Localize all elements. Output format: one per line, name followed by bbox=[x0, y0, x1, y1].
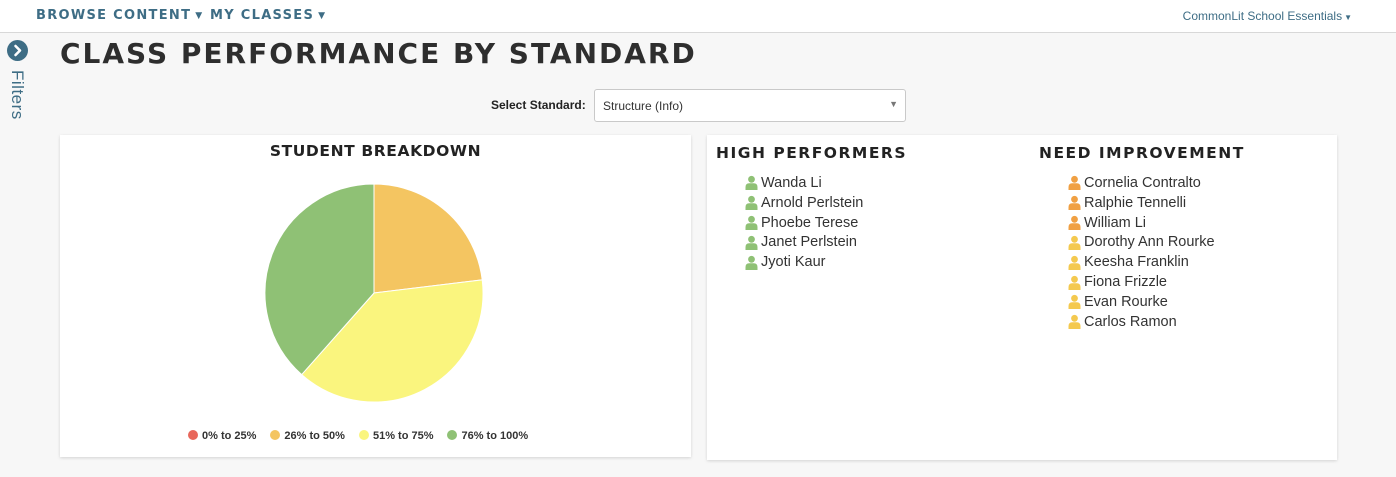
student-list-item[interactable]: Phoebe Terese bbox=[744, 213, 863, 233]
legend-item[interactable]: 0% to 25% bbox=[188, 430, 256, 442]
select-standard-label: Select Standard: bbox=[491, 98, 586, 112]
legend-dot-icon bbox=[270, 430, 281, 440]
student-list-item[interactable]: Arnold Perlstein bbox=[744, 193, 863, 213]
high-performers-title: HIGH PERFORMERS bbox=[716, 144, 908, 162]
user-icon bbox=[745, 176, 758, 191]
legend-item[interactable]: 51% to 75% bbox=[358, 430, 434, 442]
student-name: Ralphie Tennelli bbox=[1084, 194, 1187, 211]
student-name: Keesha Franklin bbox=[1084, 254, 1189, 271]
chart-legend: 0% to 25% 26% to 50% 51% to 75% 76% to 100% bbox=[188, 426, 542, 442]
need-improvement-list: Cornelia Contralto Ralphie Tennelli Willia… bbox=[1067, 173, 1215, 332]
user-icon bbox=[745, 235, 758, 250]
caret-down-icon: ▼ bbox=[195, 11, 204, 21]
browse-content-label: BROWSE CONTENT bbox=[36, 8, 192, 23]
user-icon bbox=[1068, 196, 1081, 211]
user-icon bbox=[745, 196, 758, 211]
user-icon bbox=[1068, 235, 1081, 250]
legend-label: 0% to 25% bbox=[202, 430, 257, 442]
chart-title: STUDENT BREAKDOWN bbox=[269, 142, 482, 160]
student-list-item[interactable]: Janet Perlstein bbox=[744, 233, 863, 253]
student-name: Dorothy Ann Rourke bbox=[1084, 234, 1215, 251]
pie-slice-1[interactable] bbox=[373, 183, 483, 294]
student-name: Arnold Perlstein bbox=[761, 194, 864, 211]
student-name: Cornelia Contralto bbox=[1084, 174, 1201, 191]
student-breakdown-card: STUDENT BREAKDOWN 0% to 25% 26% to 50% 51%… bbox=[60, 135, 691, 457]
filters-expand-button[interactable] bbox=[7, 40, 28, 61]
browse-content-menu[interactable]: BROWSE CONTENT ▼ bbox=[36, 8, 203, 23]
student-list-item[interactable]: Ralphie Tennelli bbox=[1067, 193, 1215, 213]
student-list-item[interactable]: Dorothy Ann Rourke bbox=[1067, 233, 1215, 253]
legend-label: 26% to 50% bbox=[284, 430, 345, 442]
student-name: Evan Rourke bbox=[1084, 293, 1168, 310]
legend-dot-icon bbox=[188, 430, 198, 440]
top-navigation-bar: BROWSE CONTENT ▼ MY CLASSES ▼ CommonLit Sc… bbox=[0, 0, 1396, 33]
high-performers-list: Wanda Li Arnold Perlstein Phoebe Terese Jan… bbox=[744, 173, 863, 272]
pie-slice-3[interactable] bbox=[264, 183, 375, 376]
standard-select[interactable]: Structure (Info) ▼ bbox=[594, 89, 906, 122]
need-improvement-title: NEED IMPROVEMENT bbox=[1039, 144, 1245, 162]
student-list-item[interactable]: Carlos Ramon bbox=[1067, 312, 1215, 332]
my-classes-menu[interactable]: MY CLASSES ▼ bbox=[210, 8, 326, 23]
student-breakdown-pie-chart bbox=[264, 183, 484, 403]
legend-label: 76% to 100% bbox=[461, 430, 529, 442]
student-name: Phoebe Terese bbox=[761, 214, 859, 231]
performers-card: HIGH PERFORMERS Wanda Li Arnold Perlstein… bbox=[707, 135, 1337, 460]
student-name: Janet Perlstein bbox=[761, 234, 857, 251]
student-name: Wanda Li bbox=[761, 174, 822, 191]
user-icon bbox=[1068, 275, 1081, 290]
student-name: Jyoti Kaur bbox=[761, 254, 826, 271]
user-icon bbox=[1068, 216, 1081, 231]
page-title: CLASS PERFORMANCE BY STANDARD bbox=[60, 37, 697, 70]
student-name: Carlos Ramon bbox=[1084, 313, 1177, 330]
student-list-item[interactable]: Cornelia Contralto bbox=[1067, 173, 1215, 193]
caret-down-icon: ▼ bbox=[889, 99, 898, 109]
pie-slice-2[interactable] bbox=[301, 279, 484, 403]
legend-dot-icon bbox=[358, 430, 369, 440]
legend-dot-icon bbox=[447, 430, 458, 440]
student-list-item[interactable]: Evan Rourke bbox=[1067, 292, 1215, 312]
user-icon bbox=[1068, 255, 1081, 270]
student-list-item[interactable]: Keesha Franklin bbox=[1067, 252, 1215, 272]
legend-item[interactable]: 26% to 50% bbox=[270, 430, 345, 442]
legend-label: 51% to 75% bbox=[372, 430, 434, 442]
filters-label: Filters bbox=[8, 70, 27, 120]
student-list-item[interactable]: Jyoti Kaur bbox=[744, 252, 863, 272]
student-name: William Li bbox=[1084, 214, 1147, 231]
caret-down-icon: ▼ bbox=[318, 11, 327, 21]
account-menu[interactable]: CommonLit School Essentials ▼ bbox=[1183, 9, 1352, 23]
student-list-item[interactable]: William Li bbox=[1067, 213, 1215, 233]
user-icon bbox=[1068, 295, 1081, 310]
filters-tab[interactable]: Filters bbox=[5, 70, 29, 122]
user-icon bbox=[745, 255, 758, 270]
user-icon bbox=[1068, 315, 1081, 330]
student-list-item[interactable]: Fiona Frizzle bbox=[1067, 272, 1215, 292]
standard-selected-value: Structure (Info) bbox=[603, 99, 684, 113]
chevron-right-icon bbox=[14, 44, 22, 57]
student-name: Fiona Frizzle bbox=[1084, 274, 1167, 291]
account-label: CommonLit School Essentials bbox=[1182, 9, 1343, 23]
legend-item[interactable]: 76% to 100% bbox=[447, 430, 528, 442]
caret-down-icon: ▼ bbox=[1344, 13, 1352, 22]
user-icon bbox=[1068, 176, 1081, 191]
user-icon bbox=[745, 216, 758, 231]
student-list-item[interactable]: Wanda Li bbox=[744, 173, 863, 193]
my-classes-label: MY CLASSES bbox=[210, 8, 315, 23]
